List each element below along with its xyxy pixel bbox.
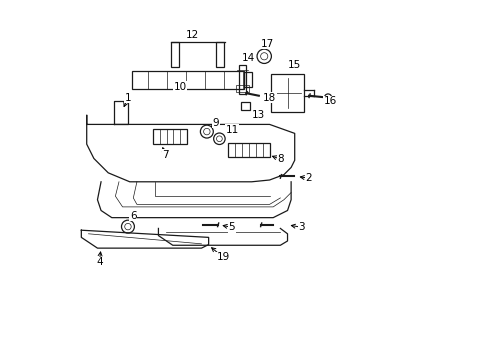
Text: 8: 8 — [277, 154, 283, 164]
Text: 6: 6 — [130, 211, 136, 221]
Bar — [241, 102, 249, 110]
Text: 17: 17 — [261, 39, 274, 49]
Text: 18: 18 — [263, 93, 276, 103]
Bar — [215, 42, 223, 67]
Bar — [271, 74, 303, 112]
Text: 15: 15 — [287, 60, 301, 70]
Bar — [228, 143, 269, 157]
Text: 16: 16 — [323, 96, 337, 106]
Text: 1: 1 — [124, 93, 131, 103]
Text: 14: 14 — [241, 53, 254, 63]
Text: 19: 19 — [216, 252, 229, 262]
Text: 3: 3 — [298, 222, 305, 232]
Text: 12: 12 — [185, 30, 199, 40]
Bar — [131, 71, 244, 89]
Text: 11: 11 — [225, 125, 238, 135]
Bar — [153, 129, 187, 144]
Bar — [236, 85, 249, 92]
Text: 2: 2 — [305, 173, 312, 183]
Text: 7: 7 — [162, 150, 168, 160]
Bar — [244, 72, 252, 87]
Text: 13: 13 — [252, 111, 265, 121]
Text: 10: 10 — [173, 82, 186, 92]
Bar — [171, 42, 179, 67]
Bar — [239, 65, 246, 94]
Text: 4: 4 — [96, 257, 102, 267]
Text: 9: 9 — [212, 118, 219, 128]
Text: 5: 5 — [228, 222, 235, 232]
